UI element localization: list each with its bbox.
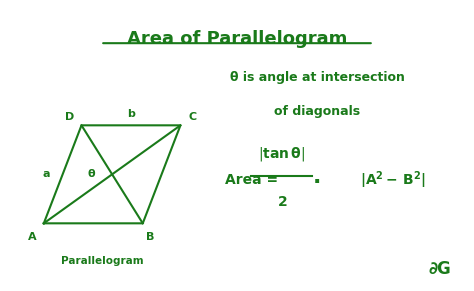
Text: B: B	[146, 232, 154, 242]
Text: of diagonals: of diagonals	[274, 105, 360, 118]
Text: Area =: Area =	[225, 173, 283, 187]
Text: .: .	[313, 167, 321, 187]
Text: θ: θ	[87, 169, 95, 179]
Text: b: b	[127, 109, 135, 119]
Text: ∂G: ∂G	[428, 260, 451, 278]
Text: $\mathbf{|A^2-\,B^2|}$: $\mathbf{|A^2-\,B^2|}$	[360, 169, 425, 191]
Text: Parallelogram: Parallelogram	[62, 256, 144, 266]
Text: C: C	[188, 112, 196, 123]
Text: $|\mathbf{tan\,\theta}|$: $|\mathbf{tan\,\theta}|$	[258, 145, 305, 163]
Text: $\mathbf{2}$: $\mathbf{2}$	[276, 195, 287, 209]
Text: D: D	[65, 112, 74, 123]
Text: Area of Parallelogram: Area of Parallelogram	[127, 30, 347, 48]
Text: a: a	[42, 169, 50, 179]
Text: θ is angle at intersection: θ is angle at intersection	[230, 70, 404, 84]
Text: A: A	[27, 232, 36, 242]
